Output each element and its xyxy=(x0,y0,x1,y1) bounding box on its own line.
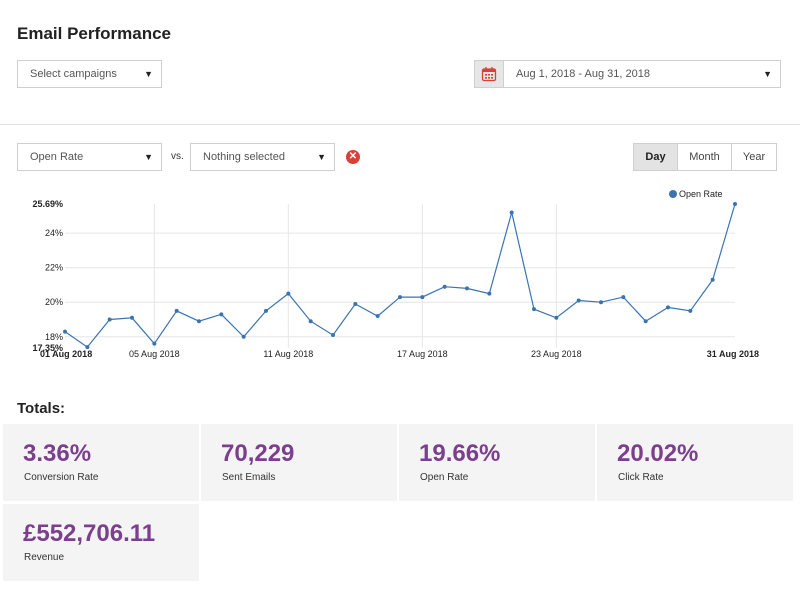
data-point xyxy=(353,301,358,306)
data-point xyxy=(420,295,425,300)
date-range-label: Aug 1, 2018 - Aug 31, 2018 xyxy=(516,68,650,80)
x-tick-label: 01 Aug 2018 xyxy=(40,349,92,359)
data-point xyxy=(63,329,67,334)
data-point xyxy=(643,319,648,324)
page-title: Email Performance xyxy=(17,24,172,43)
data-point xyxy=(599,300,603,305)
metric-label: Click Rate xyxy=(618,472,664,483)
data-point xyxy=(264,308,268,313)
x-tick-label: 11 Aug 2018 xyxy=(263,349,313,359)
period-year-button[interactable]: Year xyxy=(732,144,776,170)
metric-label: Revenue xyxy=(24,552,65,563)
data-point xyxy=(308,319,313,324)
x-tick-label: 23 Aug 2018 xyxy=(531,349,582,359)
x-tick-label: 17 Aug 2018 xyxy=(397,349,448,359)
metric-card-click-rate: 20.02% Click Rate xyxy=(597,424,793,501)
campaign-select[interactable]: Select campaigns ▼ xyxy=(17,60,162,88)
metric-value: £552,706.11 xyxy=(23,520,156,547)
series-line-open-rate xyxy=(64,203,736,348)
data-point xyxy=(733,202,737,206)
metric-value: 20.02% xyxy=(617,440,699,467)
data-point xyxy=(487,291,492,296)
data-point xyxy=(152,341,157,346)
legend-label: Open Rate xyxy=(679,189,723,199)
section-divider xyxy=(0,124,800,125)
data-point xyxy=(442,284,447,289)
data-point xyxy=(331,333,335,338)
metric-card-revenue: £552,706.11 Revenue xyxy=(3,504,199,581)
y-tick-label: 22% xyxy=(45,263,63,273)
legend-marker xyxy=(669,190,677,198)
y-tick-label: 17.35% xyxy=(32,343,63,353)
clear-icon: ✕ xyxy=(348,151,358,162)
data-point xyxy=(398,295,402,300)
y-tick-label: 18% xyxy=(45,332,63,342)
period-toggle: Day Month Year xyxy=(633,143,777,171)
metric-label: Open Rate xyxy=(420,472,469,483)
metric-card-conversion-rate: 3.36% Conversion Rate xyxy=(3,424,199,501)
data-point xyxy=(532,307,536,312)
campaign-select-label: Select campaigns xyxy=(30,68,117,80)
metric-card-sent-emails: 70,229 Sent Emails xyxy=(201,424,397,501)
open-rate-line-chart: 25.69% 24% 22% 20% 18%17.35%01 Aug 2018 05 Au… xyxy=(32,189,759,359)
x-tick-label: 31 Aug 2018 xyxy=(707,349,759,359)
compare-metric-select[interactable]: Nothing selected ▼ xyxy=(190,143,335,171)
data-point xyxy=(85,345,90,350)
data-point xyxy=(465,286,469,291)
metric-label: Sent Emails xyxy=(222,472,276,483)
data-point xyxy=(375,314,380,319)
data-point xyxy=(554,315,559,320)
date-range-select[interactable]: Aug 1, 2018 - Aug 31, 2018 ▼ xyxy=(474,60,781,88)
compare-metric-label: Nothing selected xyxy=(203,151,285,163)
data-point xyxy=(197,319,201,324)
data-point xyxy=(710,277,715,282)
data-point xyxy=(286,291,291,296)
chevron-down-icon: ▼ xyxy=(763,69,772,79)
metric-value: 19.66% xyxy=(419,440,501,467)
data-point xyxy=(509,210,514,215)
totals-title: Totals: xyxy=(17,400,66,417)
y-tick-label: 25.69% xyxy=(32,199,63,209)
data-point xyxy=(219,312,224,317)
data-point xyxy=(621,295,626,300)
data-point xyxy=(241,334,246,339)
data-point xyxy=(688,308,693,313)
metric-card-open-rate: 19.66% Open Rate xyxy=(399,424,595,501)
chevron-down-icon: ▼ xyxy=(317,152,326,162)
data-point xyxy=(666,305,670,310)
metric-value: 70,229 xyxy=(221,440,295,467)
y-tick-label: 20% xyxy=(45,297,63,307)
metric-value: 3.36% xyxy=(23,440,92,467)
data-point xyxy=(107,317,112,322)
clear-comparison-button[interactable]: ✕ xyxy=(346,150,360,164)
chevron-down-icon: ▼ xyxy=(144,152,153,162)
y-tick-label: 24% xyxy=(45,228,63,238)
calendar-icon xyxy=(475,61,504,87)
metric-select-label: Open Rate xyxy=(30,151,84,163)
period-month-button[interactable]: Month xyxy=(678,144,732,170)
period-day-button[interactable]: Day xyxy=(634,144,678,170)
data-point xyxy=(174,308,179,313)
vs-label: vs. xyxy=(171,151,184,162)
metric-label: Conversion Rate xyxy=(24,472,99,483)
metric-select[interactable]: Open Rate ▼ xyxy=(17,143,162,171)
x-tick-label: 05 Aug 2018 xyxy=(129,349,180,359)
data-point xyxy=(130,315,134,320)
chevron-down-icon: ▼ xyxy=(144,69,153,79)
data-point xyxy=(576,298,581,303)
